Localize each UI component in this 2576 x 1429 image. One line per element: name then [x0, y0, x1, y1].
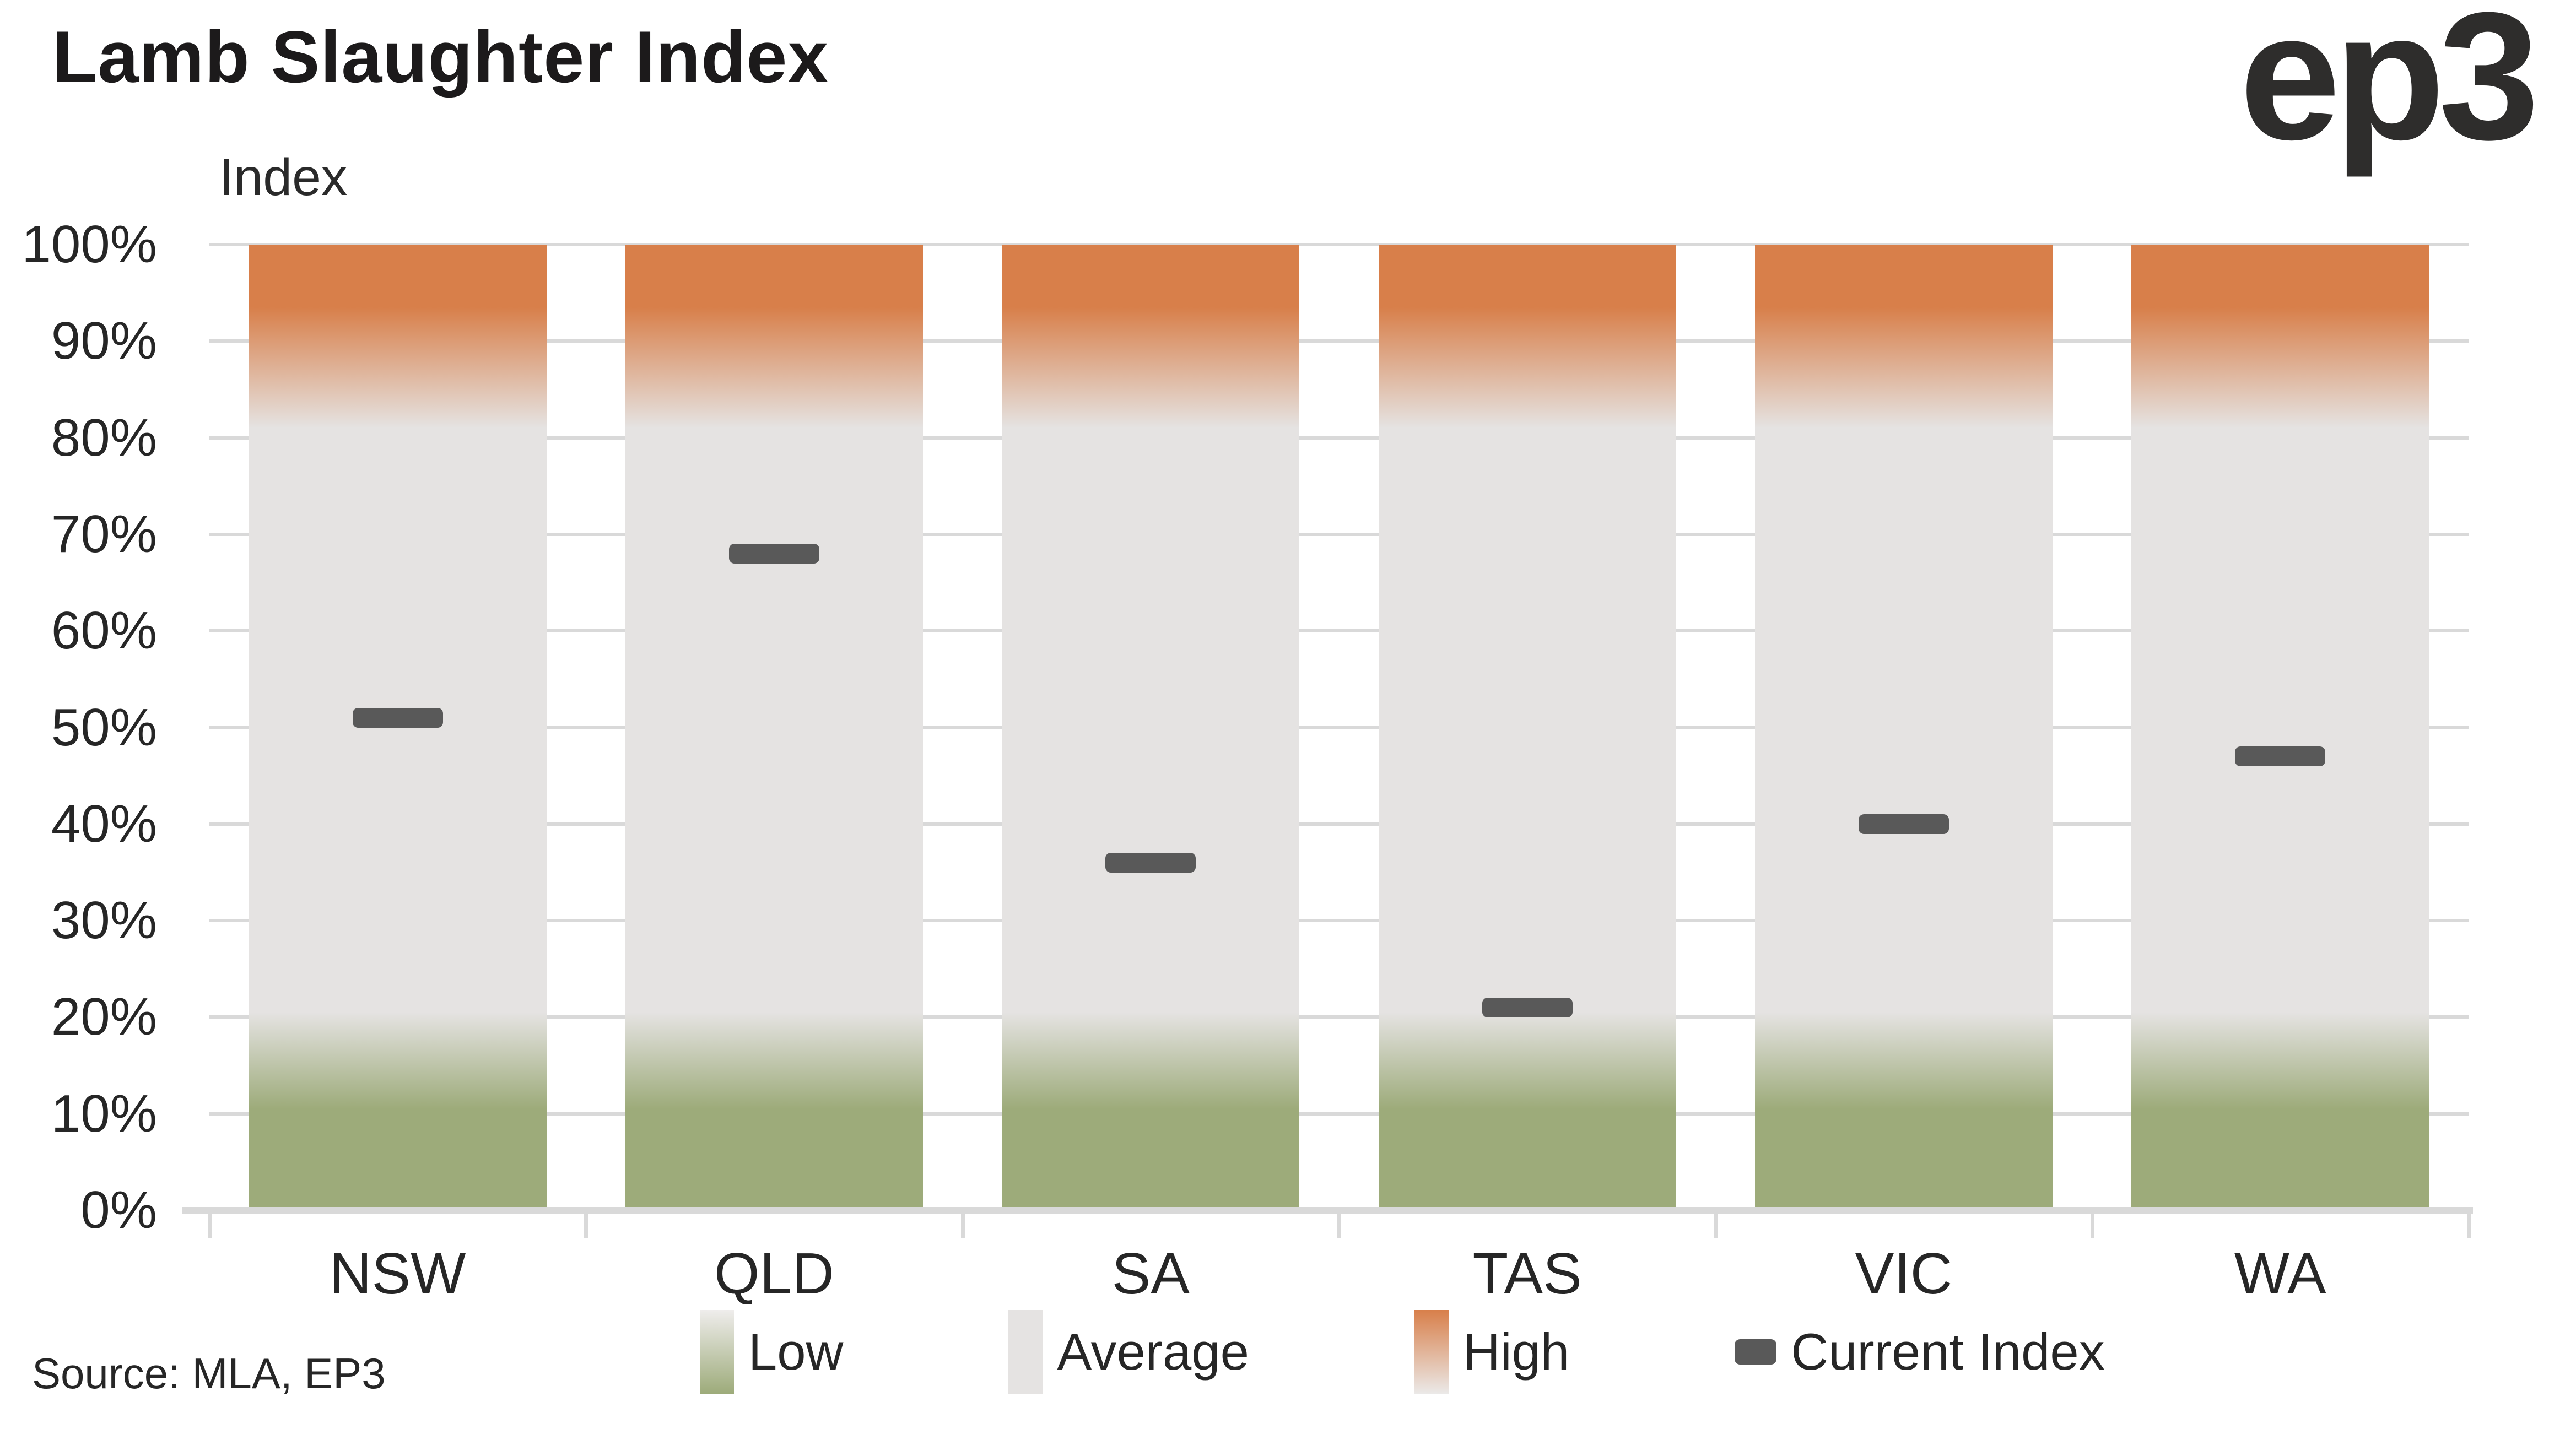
legend-swatch-average: [1008, 1310, 1043, 1394]
gridline: [209, 339, 2469, 343]
index-range-bar: [1755, 245, 2053, 1210]
x-category-label: SA: [1111, 1241, 1190, 1306]
legend-label: High: [1462, 1323, 1570, 1381]
index-range-bar: [625, 245, 923, 1210]
legend-item-high: High: [1414, 1310, 1569, 1394]
legend-swatch-current: [1735, 1339, 1777, 1365]
legend-label: Average: [1057, 1323, 1249, 1381]
legend-label: Current Index: [1791, 1323, 2105, 1381]
gridline: [209, 436, 2469, 440]
x-category-label: NSW: [330, 1241, 466, 1306]
current-index-marker: [1482, 997, 1573, 1017]
index-range-bar: [1002, 245, 1300, 1210]
y-tick-label: 10%: [51, 1084, 157, 1143]
current-index-marker: [1105, 852, 1196, 873]
gridline: [209, 1015, 2469, 1019]
x-category-label: QLD: [714, 1241, 834, 1306]
ep3-logo: ep3: [2239, 0, 2540, 177]
y-tick-label: 80%: [51, 408, 157, 467]
x-category-label: TAS: [1472, 1241, 1582, 1306]
x-axis-tick: [2467, 1214, 2471, 1238]
x-category-label: VIC: [1855, 1241, 1953, 1306]
y-tick-label: 100%: [21, 215, 157, 274]
y-tick-label: 20%: [51, 987, 157, 1047]
index-range-bar: [1378, 245, 1676, 1210]
y-tick-label: 60%: [51, 601, 157, 661]
legend-item-current: Current Index: [1735, 1322, 2105, 1382]
gridline: [209, 919, 2469, 923]
gridline: [209, 629, 2469, 633]
current-index-marker: [1859, 814, 1949, 834]
gridline: [209, 726, 2469, 729]
legend: Low Average High Current Index: [700, 1310, 2105, 1394]
legend-label: Low: [748, 1323, 844, 1381]
legend-item-low: Low: [700, 1310, 843, 1394]
y-tick-label: 90%: [51, 311, 157, 371]
gridline: [209, 1112, 2469, 1116]
x-axis-tick: [1714, 1214, 1718, 1238]
legend-swatch-high: [1414, 1310, 1449, 1394]
x-axis-line: [182, 1207, 2473, 1214]
y-tick-label: 40%: [51, 794, 157, 853]
source-note: Source: MLA, EP3: [32, 1349, 386, 1398]
gridline: [209, 822, 2469, 826]
gridline: [209, 532, 2469, 536]
x-axis-tick: [960, 1214, 965, 1238]
y-tick-label: 0%: [80, 1181, 157, 1239]
x-axis-tick: [1337, 1214, 1341, 1238]
gridline: [209, 243, 2469, 246]
current-index-marker: [2235, 746, 2326, 767]
legend-swatch-low: [700, 1310, 734, 1394]
x-category-label: WA: [2234, 1241, 2326, 1306]
y-tick-label: 30%: [51, 891, 157, 950]
y-axis-title: Index: [219, 148, 348, 207]
current-index-marker: [729, 543, 819, 564]
x-axis-tick: [2090, 1214, 2094, 1238]
y-tick-label: 70%: [51, 504, 157, 564]
x-axis-tick: [208, 1214, 212, 1238]
index-range-bar: [2131, 245, 2429, 1210]
chart-title: Lamb Slaughter Index: [52, 17, 829, 98]
x-axis-tick: [584, 1214, 588, 1238]
legend-item-average: Average: [1008, 1310, 1249, 1394]
current-index-marker: [352, 707, 443, 728]
y-tick-label: 50%: [51, 697, 157, 757]
